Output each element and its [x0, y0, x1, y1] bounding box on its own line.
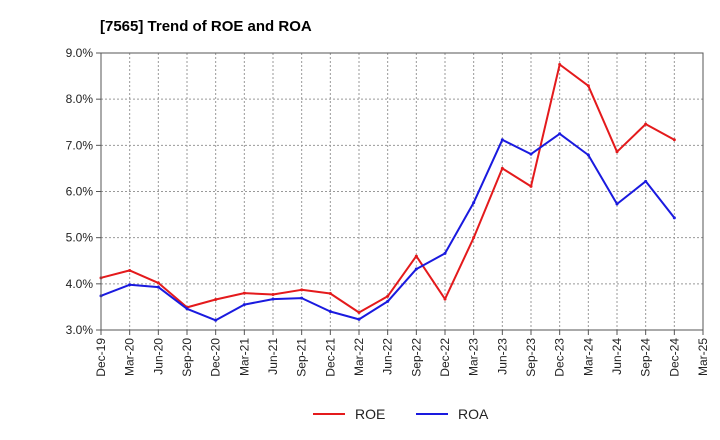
y-tick-label: 3.0% [66, 323, 94, 337]
data-point-roe [586, 84, 590, 88]
data-point-roe [615, 150, 619, 154]
y-tick-label: 9.0% [66, 46, 94, 60]
data-point-roe [529, 184, 533, 188]
y-tick-label: 6.0% [66, 185, 94, 199]
grid-lines [101, 53, 703, 330]
x-tick-label: Dec-24 [667, 338, 681, 377]
data-point-roe [443, 297, 447, 301]
data-point-roe [271, 292, 275, 296]
data-point-roa [472, 201, 476, 205]
chart-title: [7565] Trend of ROE and ROA [100, 18, 312, 35]
data-point-roa [500, 138, 504, 142]
x-tick-label: Mar-21 [237, 338, 251, 376]
data-point-roa [414, 267, 418, 271]
legend: ROE ROA [313, 406, 489, 422]
data-point-roa [271, 297, 275, 301]
y-tick-label: 5.0% [66, 231, 94, 245]
x-tick-label: Mar-23 [467, 338, 481, 376]
data-point-roa [615, 202, 619, 206]
y-tick-label: 8.0% [66, 92, 94, 106]
x-tick-label: Dec-19 [94, 338, 108, 377]
x-tick-label: Sep-23 [524, 338, 538, 377]
data-point-roa [672, 216, 676, 220]
data-point-roe [558, 63, 562, 67]
x-tick-label: Dec-23 [553, 338, 567, 377]
data-point-roa [644, 179, 648, 183]
x-tick-label: Jun-21 [266, 338, 280, 375]
data-point-roe [386, 294, 390, 298]
x-tick-label: Sep-22 [409, 338, 423, 377]
x-tick-label: Mar-20 [123, 338, 137, 376]
data-point-roa [443, 251, 447, 255]
x-tick-label: Jun-23 [495, 338, 509, 375]
data-point-roe [414, 254, 418, 258]
data-point-roa [300, 296, 304, 300]
legend-label-roa: ROA [458, 406, 489, 422]
x-tick-label: Sep-21 [295, 338, 309, 377]
data-point-roa [128, 283, 132, 287]
data-point-roa [185, 307, 189, 311]
series-lines [99, 63, 676, 322]
data-point-roe [500, 166, 504, 170]
data-point-roe [242, 291, 246, 295]
data-point-roa [328, 310, 332, 314]
data-point-roa [357, 317, 361, 321]
x-tick-label: Jun-22 [381, 338, 395, 375]
data-point-roa [214, 318, 218, 322]
data-point-roa [156, 285, 160, 289]
x-tick-label: Jun-20 [151, 338, 165, 375]
x-tick-label: Jun-24 [610, 338, 624, 375]
x-tick-label: Dec-21 [323, 338, 337, 377]
data-point-roe [472, 236, 476, 240]
data-point-roa [386, 299, 390, 303]
x-axis: Dec-19 Mar-20 Jun-20 Sep-20 Dec-20 Mar-21 Jun-… [94, 330, 710, 377]
plot-frame [100, 52, 704, 331]
data-point-roe [672, 138, 676, 142]
x-tick-label: Dec-22 [438, 338, 452, 377]
data-point-roa [586, 153, 590, 157]
data-point-roa [529, 152, 533, 156]
x-tick-label: Sep-20 [180, 338, 194, 377]
x-tick-label: Mar-24 [581, 338, 595, 376]
data-point-roa [558, 132, 562, 136]
legend-label-roe: ROE [355, 406, 385, 422]
y-axis: 3.0% 4.0% 5.0% 6.0% 7.0% 8.0% 9.0% [66, 46, 101, 337]
y-tick-label: 4.0% [66, 277, 94, 291]
data-point-roe [357, 310, 361, 314]
x-tick-label: Sep-24 [639, 338, 653, 377]
x-tick-label: Mar-25 [696, 338, 710, 376]
data-point-roe [644, 122, 648, 126]
data-point-roe [214, 298, 218, 302]
y-tick-label: 7.0% [66, 138, 94, 152]
x-tick-label: Mar-22 [352, 338, 366, 376]
data-point-roa [242, 303, 246, 307]
x-tick-label: Dec-20 [209, 338, 223, 377]
data-point-roe [328, 292, 332, 296]
data-point-roe [128, 268, 132, 272]
data-point-roe [156, 281, 160, 285]
data-point-roe [300, 288, 304, 292]
